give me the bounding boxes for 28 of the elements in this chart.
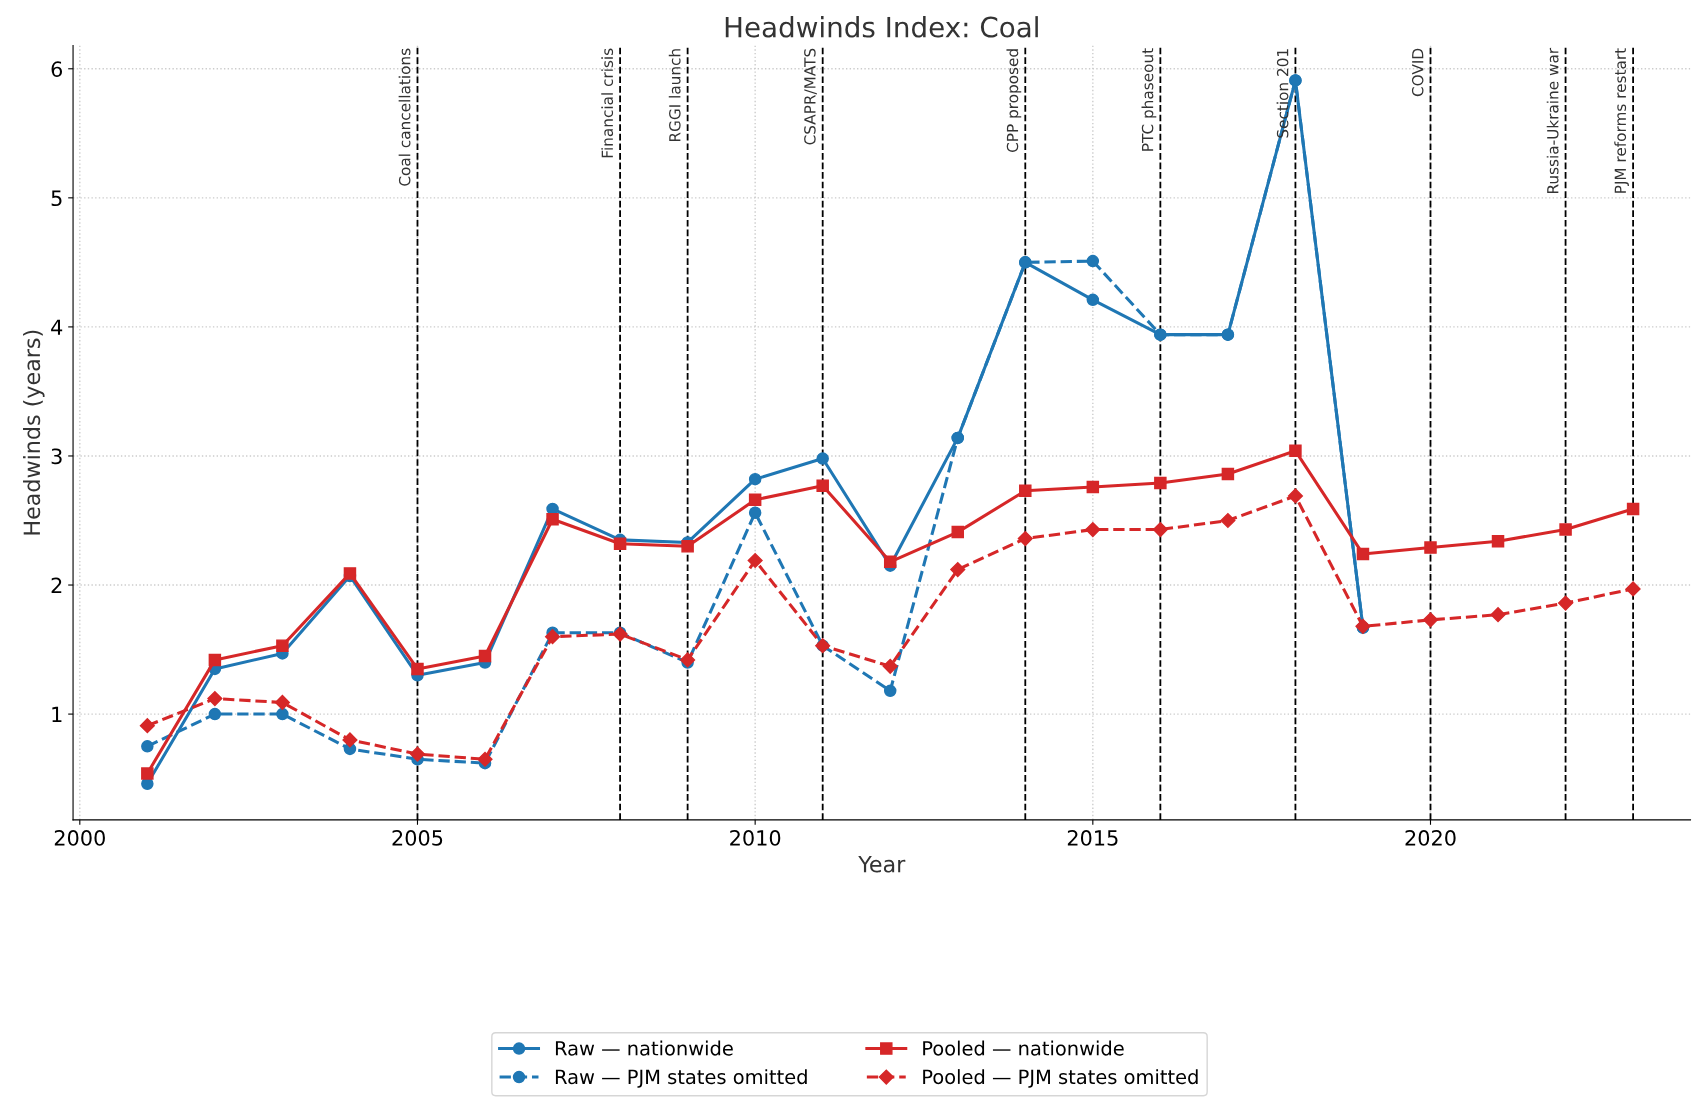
ref-line-label: COVID — [1411, 48, 1424, 97]
ref-line-label: Coal cancellations — [398, 48, 411, 186]
legend-label: Pooled — PJM states omitted — [923, 1069, 1198, 1088]
y-axis-title: Headwinds (years) — [23, 330, 45, 535]
y-tick-label: 6 — [51, 61, 63, 77]
ref-line-label: PTC phaseout — [1141, 48, 1157, 151]
y-tick-label: 1 — [52, 706, 62, 722]
ref-line-label: RGGI launch — [668, 49, 681, 142]
ref-line-label: PJM reforms restart — [1614, 48, 1629, 193]
x-tick-label: 2020 — [1405, 830, 1456, 846]
x-tick-label: 2010 — [730, 830, 781, 846]
ref-line-label: CSAPR/MATS — [804, 48, 817, 145]
y-tick-label: 3 — [51, 448, 62, 465]
ref-line-label: Financial crisis — [601, 48, 614, 158]
ref-line-label: Russia-Ukraine war — [1546, 47, 1559, 194]
x-tick-label: 2005 — [392, 830, 443, 846]
legend-label: Pooled — nationwide — [923, 1040, 1124, 1056]
y-tick-label: 4 — [51, 319, 63, 335]
chart-title: Headwinds Index: Coal — [725, 16, 1038, 38]
ref-line-label: Section 201 — [1276, 49, 1289, 138]
y-tick-label: 2 — [51, 577, 62, 593]
legend-label: Raw — nationwide — [555, 1040, 733, 1056]
x-tick-label: 2000 — [54, 830, 105, 846]
ref-line-label: CPP proposed — [1006, 49, 1022, 153]
x-tick-label: 2015 — [1067, 830, 1118, 846]
x-axis-title: Year — [858, 856, 906, 873]
legend-label: Raw — PJM states omitted — [555, 1069, 807, 1088]
y-tick-label: 5 — [51, 190, 62, 207]
